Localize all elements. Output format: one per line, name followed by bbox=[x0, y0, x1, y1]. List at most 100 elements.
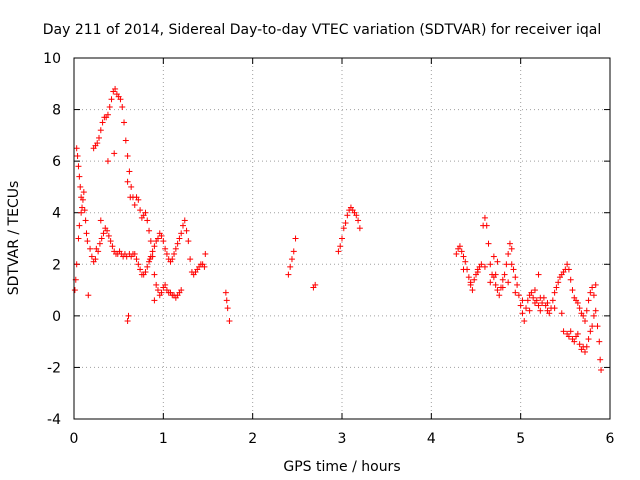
y-axis-label: SDTVAR / TECUs bbox=[6, 181, 22, 296]
x-tick-label: 5 bbox=[516, 431, 525, 447]
data-point bbox=[146, 258, 153, 265]
data-point bbox=[112, 85, 119, 92]
data-point bbox=[499, 276, 506, 283]
data-point bbox=[560, 328, 567, 335]
data-point bbox=[179, 222, 186, 229]
data-point bbox=[342, 220, 349, 227]
data-point bbox=[569, 287, 576, 294]
data-point bbox=[144, 263, 151, 270]
data-point bbox=[506, 240, 513, 247]
data-point bbox=[163, 250, 170, 257]
data-point bbox=[598, 367, 605, 374]
data-point bbox=[73, 261, 80, 268]
data-point bbox=[594, 323, 601, 330]
y-tick-label: 8 bbox=[52, 103, 61, 119]
data-point bbox=[587, 289, 594, 296]
data-point bbox=[162, 281, 169, 288]
data-point bbox=[87, 245, 94, 252]
data-point bbox=[523, 305, 530, 312]
data-point bbox=[178, 230, 185, 237]
data-point bbox=[553, 284, 560, 291]
data-point bbox=[558, 310, 565, 317]
data-point bbox=[131, 250, 138, 257]
data-point bbox=[73, 145, 80, 152]
data-point bbox=[597, 356, 604, 363]
data-point bbox=[125, 312, 132, 319]
data-point bbox=[78, 209, 85, 216]
data-point bbox=[79, 204, 86, 211]
data-point bbox=[201, 263, 208, 270]
data-point bbox=[492, 281, 499, 288]
data-point bbox=[98, 235, 105, 242]
data-point bbox=[137, 207, 144, 214]
data-point bbox=[535, 302, 542, 309]
data-point bbox=[530, 294, 537, 301]
data-point bbox=[135, 261, 142, 268]
x-tick-labels: 0 1 2 3 4 5 6 bbox=[70, 431, 615, 447]
data-point bbox=[108, 96, 115, 103]
data-point bbox=[183, 227, 190, 234]
data-point bbox=[154, 287, 161, 294]
data-point bbox=[546, 310, 553, 317]
data-point bbox=[355, 217, 362, 224]
x-tick-label: 0 bbox=[70, 431, 79, 447]
data-point bbox=[492, 271, 499, 278]
data-point bbox=[99, 119, 106, 126]
data-point bbox=[494, 258, 501, 265]
data-point bbox=[74, 152, 81, 159]
data-point bbox=[501, 271, 508, 278]
data-point bbox=[460, 266, 467, 273]
data-point bbox=[487, 261, 494, 268]
data-point bbox=[75, 235, 82, 242]
data-point bbox=[537, 307, 544, 314]
data-point bbox=[100, 230, 107, 237]
data-point bbox=[583, 343, 590, 350]
data-point bbox=[555, 279, 562, 286]
data-point bbox=[356, 225, 363, 232]
data-point bbox=[287, 263, 294, 270]
data-point bbox=[96, 240, 103, 247]
data-point bbox=[539, 299, 546, 306]
data-point bbox=[471, 276, 478, 283]
data-point bbox=[94, 140, 101, 147]
data-point bbox=[589, 284, 596, 291]
data-point bbox=[178, 287, 185, 294]
data-point bbox=[142, 209, 149, 216]
y-tick-label: -2 bbox=[47, 360, 61, 376]
data-points bbox=[71, 85, 605, 374]
data-point bbox=[185, 238, 192, 245]
x-tick-label: 4 bbox=[427, 431, 436, 447]
data-point bbox=[531, 287, 538, 294]
data-point bbox=[142, 269, 149, 276]
data-point bbox=[496, 292, 503, 299]
data-point bbox=[111, 150, 118, 157]
data-point bbox=[96, 134, 103, 141]
data-point bbox=[335, 248, 342, 255]
y-tick-label: -4 bbox=[47, 412, 61, 428]
data-point bbox=[104, 158, 111, 165]
data-point bbox=[171, 250, 178, 257]
data-point bbox=[565, 266, 572, 273]
data-point bbox=[85, 292, 92, 299]
data-point bbox=[107, 238, 114, 245]
data-point bbox=[92, 256, 99, 263]
data-point bbox=[106, 103, 113, 110]
data-point bbox=[147, 238, 154, 245]
data-point bbox=[460, 253, 467, 260]
data-point bbox=[521, 318, 528, 325]
data-point bbox=[353, 212, 360, 219]
x-tick-label: 6 bbox=[606, 431, 615, 447]
data-point bbox=[137, 266, 144, 273]
x-axis-label: GPS time / hours bbox=[283, 459, 400, 475]
data-point bbox=[528, 289, 535, 296]
data-point bbox=[75, 163, 82, 170]
data-point bbox=[574, 330, 581, 337]
data-point bbox=[128, 183, 135, 190]
data-point bbox=[469, 287, 476, 294]
data-point bbox=[587, 328, 594, 335]
data-point bbox=[490, 253, 497, 260]
data-point bbox=[474, 269, 481, 276]
data-point bbox=[84, 238, 91, 245]
data-point bbox=[503, 261, 510, 268]
data-point bbox=[151, 243, 158, 250]
